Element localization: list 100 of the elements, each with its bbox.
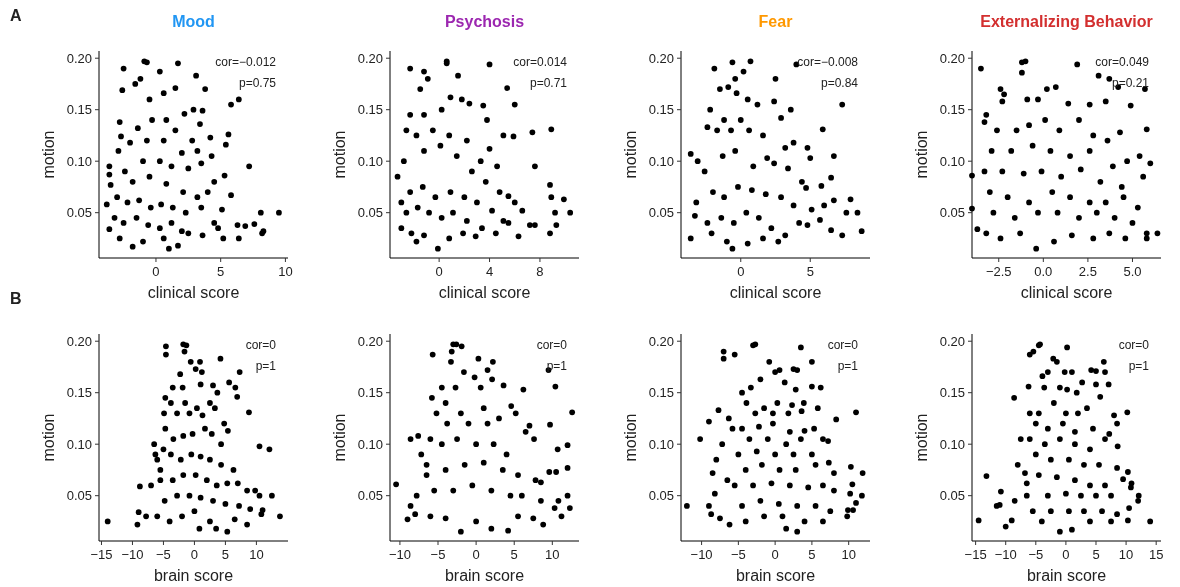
y-tick-label: 0.20: [357, 50, 383, 66]
x-tick-label: 0: [472, 547, 480, 562]
x-tick-label: −10: [994, 547, 1017, 562]
annotation: p=0.71: [529, 76, 568, 90]
y-tick-label: 0.15: [66, 102, 92, 118]
x-tick-label: −2.5: [985, 264, 1012, 279]
x-axis-title: clinical score: [1020, 284, 1113, 301]
annotation: p=1: [1128, 359, 1150, 373]
x-axis-title: clinical score: [147, 284, 240, 301]
x-tick-label: 10: [545, 547, 560, 562]
x-axis-title: clinical score: [729, 284, 822, 301]
x-tick-label: −10: [121, 547, 144, 562]
y-tick-label: 0.10: [648, 436, 674, 452]
y-tick-label: 0.05: [66, 488, 92, 504]
y-tick-label: 0.10: [648, 153, 674, 169]
y-tick-label: 0.10: [357, 153, 383, 169]
x-tick-label: 0: [771, 547, 779, 562]
y-axis-title: motion: [331, 130, 348, 179]
y-tick-label: 0.10: [939, 153, 965, 169]
x-axis-title: brain score: [444, 567, 525, 584]
y-tick-label: 0.05: [66, 205, 92, 221]
annotation: cor=0: [827, 338, 859, 352]
x-tick-label: 15: [1148, 547, 1164, 562]
y-tick-label: 0.05: [939, 205, 965, 221]
x-tick-label: 0.0: [1034, 264, 1053, 279]
y-tick-label: 0.05: [357, 488, 383, 504]
y-tick-label: 0.10: [357, 436, 383, 452]
x-tick-label: 0: [737, 264, 745, 279]
y-tick-label: 0.20: [66, 333, 92, 349]
y-tick-label: 0.10: [939, 436, 965, 452]
x-tick-label: 10: [249, 547, 264, 562]
x-tick-label: 5: [808, 547, 816, 562]
chart-title: Externalizing Behavior: [980, 13, 1153, 30]
y-tick-label: 0.05: [357, 205, 383, 221]
x-tick-label: 5: [221, 547, 230, 562]
x-tick-label: −5: [156, 547, 171, 562]
y-tick-label: 0.20: [66, 50, 92, 66]
x-axis-title: clinical score: [438, 284, 531, 301]
x-axis-title: brain score: [1026, 567, 1107, 584]
annotation: cor=0.049: [1095, 55, 1150, 69]
annotation: p=1: [255, 359, 277, 373]
x-tick-label: 0: [190, 547, 199, 562]
annotation: cor=−0.012: [215, 55, 277, 69]
x-tick-label: −10: [388, 547, 411, 562]
y-tick-label: 0.15: [939, 102, 965, 118]
y-axis-title: motion: [913, 130, 930, 179]
annotation: cor=−0.008: [797, 55, 859, 69]
y-tick-label: 0.20: [648, 333, 674, 349]
y-tick-label: 0.15: [648, 102, 674, 118]
y-tick-label: 0.15: [357, 385, 383, 401]
annotation: cor=0.014: [513, 55, 568, 69]
y-axis-title: motion: [622, 413, 639, 462]
text: A: [10, 7, 22, 24]
y-tick-label: 0.05: [648, 488, 674, 504]
x-axis-title: brain score: [735, 567, 816, 584]
y-tick-label: 0.15: [648, 385, 674, 401]
chart-title: Fear: [758, 13, 793, 30]
x-tick-label: 5: [1092, 547, 1100, 562]
annotation: p=0.75: [238, 76, 277, 90]
annotation: p=0.84: [820, 76, 859, 90]
y-tick-label: 0.15: [357, 102, 383, 118]
x-tick-label: 4: [485, 264, 494, 279]
y-tick-label: 0.10: [66, 153, 92, 169]
x-tick-label: 0: [1062, 547, 1070, 562]
annotation: cor=0: [245, 338, 277, 352]
y-tick-label: 0.20: [648, 50, 674, 66]
chart-title: Mood: [172, 13, 215, 30]
y-tick-label: 0.15: [939, 385, 965, 401]
y-axis-title: motion: [622, 130, 639, 179]
chart-title: Psychosis: [444, 13, 525, 30]
y-axis-title: motion: [331, 413, 348, 462]
x-tick-label: 10: [278, 264, 293, 279]
y-tick-label: 0.20: [939, 333, 965, 349]
annotation: cor=0: [1118, 338, 1150, 352]
x-tick-label: 10: [1118, 547, 1134, 562]
x-tick-label: 5: [806, 264, 814, 279]
x-axis-title: brain score: [153, 567, 234, 584]
y-tick-label: 0.05: [648, 205, 674, 221]
x-tick-label: 5: [510, 547, 518, 562]
x-tick-label: 5: [217, 264, 225, 279]
x-tick-label: −5: [730, 547, 746, 562]
y-tick-label: 0.05: [939, 488, 965, 504]
x-tick-label: −15: [90, 547, 113, 562]
y-axis-title: motion: [40, 413, 57, 462]
x-tick-label: −15: [964, 547, 987, 562]
x-tick-label: −10: [690, 547, 713, 562]
x-tick-label: 5.0: [1123, 264, 1142, 279]
y-tick-label: 0.20: [939, 50, 965, 66]
y-tick-label: 0.20: [357, 333, 383, 349]
y-tick-label: 0.15: [66, 385, 92, 401]
y-tick-label: 0.10: [66, 436, 92, 452]
x-tick-label: 10: [841, 547, 856, 562]
x-tick-label: 0: [152, 264, 160, 279]
y-axis-title: motion: [40, 130, 57, 179]
annotation: p=1: [837, 359, 859, 373]
y-axis-title: motion: [913, 413, 930, 462]
text: B: [10, 290, 22, 307]
x-tick-label: 8: [536, 264, 544, 279]
x-tick-label: 0: [435, 264, 443, 279]
annotation: p=0.21: [1111, 76, 1150, 90]
